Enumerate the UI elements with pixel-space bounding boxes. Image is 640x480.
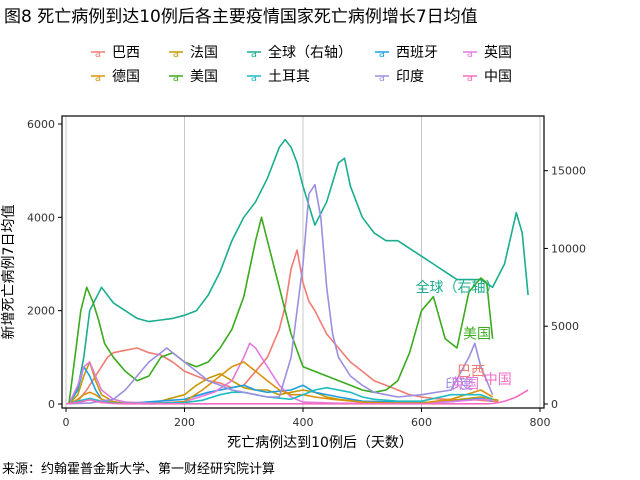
legend-key-turkey: a [246,68,262,84]
series-line-2 [68,138,529,405]
series-line-6 [68,216,494,404]
legend-item-china: a 中国 [462,66,512,86]
y2-tick-label: 10000 [551,242,586,255]
legend-item-germany: a 德国 [90,66,140,86]
svg-text:a: a [173,73,179,84]
x-tick-label: 400 [293,416,314,429]
source-note: 来源：约翰霍普金斯大学、第一财经研究院计算 [2,462,276,477]
svg-text:a: a [173,49,179,60]
legend-key-global: a [246,44,262,60]
legend-key-usa: a [168,68,184,84]
legend-label-france: 法国 [190,45,218,61]
series-annotation-2: 巴西 [457,364,485,380]
series-annotation-5: 英国 [451,376,479,393]
svg-text:a: a [379,73,385,84]
legend-label-usa: 美国 [190,69,218,85]
y-tick-label: 4000 [27,211,55,224]
series-line-5 [68,361,494,405]
legend-label-global: 全球（右轴） [268,45,352,61]
legend-label-china: 中国 [484,69,512,85]
series-annotation-0: 全球（右轴） [416,279,500,296]
legend-item-india: a 印度 [374,66,424,86]
legend-item-global: a 全球（右轴） [246,42,352,62]
legend-key-india: a [374,68,390,84]
legend: a 巴西 a 法国 a 全球（右轴） a 西班牙 a 英国 a 德国 a 美国 … [90,42,550,86]
svg-text:a: a [95,73,101,84]
legend-item-brazil: a 巴西 [90,42,140,62]
svg-text:a: a [379,49,385,60]
legend-label-uk: 英国 [484,45,512,61]
y-tick-label: 0 [48,398,55,411]
y2-tick-label: 5000 [551,320,579,333]
svg-text:a: a [251,49,257,60]
svg-text:a: a [467,73,473,84]
legend-key-germany: a [90,68,106,84]
y2-tick-label: 15000 [551,165,586,178]
legend-key-france: a [168,44,184,60]
x-tick-label: 800 [530,416,551,429]
chart-title: 图8 死亡病例到达10例后各主要疫情国家死亡病例增长7日均值 [4,7,478,27]
y2-tick-label: 0 [551,398,558,411]
y-axis-label: 新增死亡病例7日均值 [1,204,17,340]
legend-label-turkey: 土耳其 [268,69,310,85]
series-line-0 [68,249,499,405]
svg-text:a: a [467,49,473,60]
series-annotation-1: 美国 [463,327,491,343]
x-tick-label: 200 [174,416,195,429]
legend-item-turkey: a 土耳其 [246,66,310,86]
legend-item-uk: a 英国 [462,42,512,62]
series-annotation-4: 印度 [445,377,473,393]
series-line-8 [68,183,494,405]
svg-text:a: a [95,49,101,60]
y-tick-label: 2000 [27,305,55,318]
x-tick-label: 0 [63,416,70,429]
legend-key-spain: a [374,44,390,60]
legend-label-germany: 德国 [112,69,140,85]
svg-text:a: a [251,73,257,84]
legend-label-spain: 西班牙 [396,45,438,61]
legend-key-china: a [462,68,478,84]
legend-item-france: a 法国 [168,42,218,62]
y-tick-label: 6000 [27,118,55,131]
x-tick-label: 600 [411,416,432,429]
x-axis-label: 死亡病例达到10例后（天数） [227,435,413,451]
legend-item-usa: a 美国 [168,66,218,86]
series-annotation-3: 中国 [484,372,512,388]
legend-key-uk: a [462,44,478,60]
series-line-9 [65,389,529,405]
series-line-3 [68,365,493,405]
legend-label-india: 印度 [396,69,424,85]
legend-key-brazil: a [90,44,106,60]
legend-label-brazil: 巴西 [112,45,140,61]
legend-item-spain: a 西班牙 [374,42,438,62]
